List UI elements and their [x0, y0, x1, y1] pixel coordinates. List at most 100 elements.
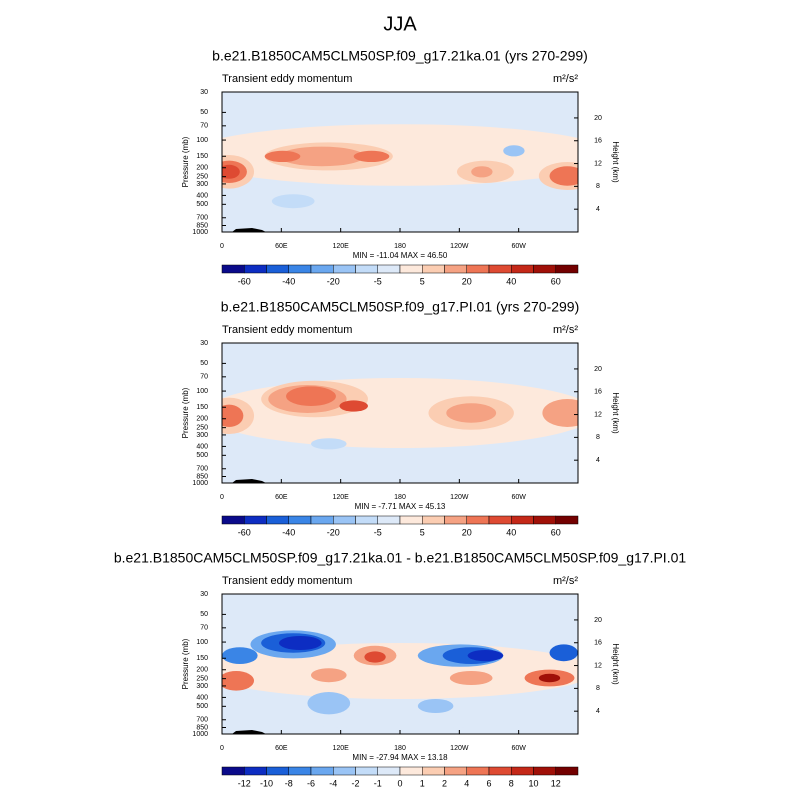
- y-tick-label: 30: [200, 340, 208, 347]
- colorbar-label: 20: [462, 276, 472, 286]
- contour-region: [222, 647, 258, 664]
- colorbar-label: 40: [506, 276, 516, 286]
- panel-title: b.e21.B1850CAM5CLM50SP.f09_g17.21ka.01 -…: [114, 550, 687, 566]
- colorbar-label: 10: [528, 778, 538, 788]
- y2-tick-label: 12: [594, 160, 602, 167]
- stats-label: MIN = -7.71 MAX = 45.13: [355, 502, 446, 511]
- x-tick-label: 0: [220, 745, 224, 752]
- x-tick-label: 120E: [332, 494, 349, 501]
- x-tick-label: 60W: [511, 243, 526, 250]
- field: [222, 343, 578, 483]
- panel-title: b.e21.B1850CAM5CLM50SP.f09_g17.PI.01 (yr…: [221, 299, 580, 315]
- colorbar-box: [355, 766, 378, 776]
- colorbar-label: -40: [282, 276, 295, 286]
- contour-region: [353, 150, 390, 162]
- colorbar-box: [466, 264, 490, 274]
- y-tick-label: 70: [200, 625, 208, 632]
- y2-tick-label: 20: [594, 617, 602, 624]
- colorbar-label: -10: [260, 778, 273, 788]
- colorbar-box: [377, 264, 401, 274]
- y-tick-label: 70: [200, 374, 208, 381]
- colorbar-box: [221, 515, 245, 525]
- y-tick-label: 500: [196, 201, 208, 208]
- contour-region: [311, 438, 347, 450]
- units-label: m²/s²: [553, 73, 578, 85]
- y-tick-label: 700: [196, 466, 208, 473]
- colorbar-box: [355, 264, 378, 274]
- colorbar-box: [422, 264, 445, 274]
- colorbar-box: [244, 515, 267, 525]
- y-tick-label: 500: [196, 452, 208, 459]
- colorbar-label: -8: [285, 778, 293, 788]
- colorbar-label: -4: [329, 778, 337, 788]
- colorbar-label: 5: [420, 276, 425, 286]
- contour-region: [278, 146, 365, 167]
- y2-tick-label: 8: [596, 685, 600, 692]
- colorbar-box: [266, 264, 289, 274]
- y-tick-label: 850: [196, 724, 208, 731]
- colorbar-box: [399, 264, 423, 274]
- panel-title: b.e21.B1850CAM5CLM50SP.f09_g17.21ka.01 (…: [212, 48, 588, 64]
- colorbar-box: [310, 264, 334, 274]
- colorbar-label: -5: [374, 276, 382, 286]
- figure-title: JJA: [383, 13, 417, 35]
- x-tick-label: 0: [220, 494, 224, 501]
- colorbar-box: [399, 766, 423, 776]
- y2-tick-label: 16: [594, 138, 602, 145]
- contour-region: [467, 650, 504, 662]
- contour-region: [503, 145, 525, 157]
- y-tick-label: 200: [196, 165, 208, 172]
- colorbar-box: [555, 264, 579, 274]
- colorbar-box: [488, 264, 512, 274]
- colorbar-label: 1: [420, 778, 425, 788]
- colorbar-box: [333, 515, 356, 525]
- colorbar-label: -20: [327, 527, 340, 537]
- field: [222, 92, 578, 232]
- colorbar-box: [310, 515, 334, 525]
- colorbar-box: [444, 264, 467, 274]
- topography: [232, 479, 266, 483]
- colorbar-box: [333, 766, 356, 776]
- y-axis-label: Pressure (mb): [181, 387, 190, 438]
- x-tick-label: 60E: [275, 494, 288, 501]
- x-tick-label: 120E: [332, 745, 349, 752]
- colorbar-label: -6: [307, 778, 315, 788]
- x-tick-label: 60W: [511, 494, 526, 501]
- colorbar-box: [466, 515, 490, 525]
- panel: b.e21.B1850CAM5CLM50SP.f09_g17.PI.01 (yr…: [181, 299, 620, 538]
- colorbar-label: 4: [464, 778, 469, 788]
- field-label: Transient eddy momentum: [222, 324, 352, 336]
- field-label: Transient eddy momentum: [222, 73, 352, 85]
- colorbar-box: [333, 264, 356, 274]
- contour-region: [278, 636, 322, 650]
- contour-region: [293, 204, 507, 218]
- x-tick-label: 60W: [511, 745, 526, 752]
- y-tick-label: 300: [196, 181, 208, 188]
- y2-tick-label: 12: [594, 662, 602, 669]
- contour-region: [364, 651, 386, 663]
- y2-tick-label: 16: [594, 640, 602, 647]
- y2-tick-label: 4: [596, 206, 600, 213]
- y-tick-label: 850: [196, 473, 208, 480]
- colorbar-box: [310, 766, 334, 776]
- y-tick-label: 50: [200, 611, 208, 618]
- field-label: Transient eddy momentum: [222, 575, 352, 587]
- x-tick-label: 180: [394, 745, 406, 752]
- colorbar-box: [422, 766, 445, 776]
- colorbar-box: [288, 264, 312, 274]
- colorbar-box: [488, 766, 512, 776]
- contour-region: [542, 399, 578, 427]
- y2-tick-label: 8: [596, 183, 600, 190]
- y-tick-label: 250: [196, 424, 208, 431]
- y-tick-label: 500: [196, 703, 208, 710]
- y-tick-label: 150: [196, 655, 208, 662]
- colorbar-box: [555, 766, 579, 776]
- colorbar-box: [377, 515, 401, 525]
- y-tick-label: 50: [200, 109, 208, 116]
- colorbar-box: [422, 515, 445, 525]
- contour-region: [339, 400, 368, 412]
- contour-region: [293, 455, 507, 469]
- colorbar-box: [444, 515, 467, 525]
- topography: [232, 228, 266, 232]
